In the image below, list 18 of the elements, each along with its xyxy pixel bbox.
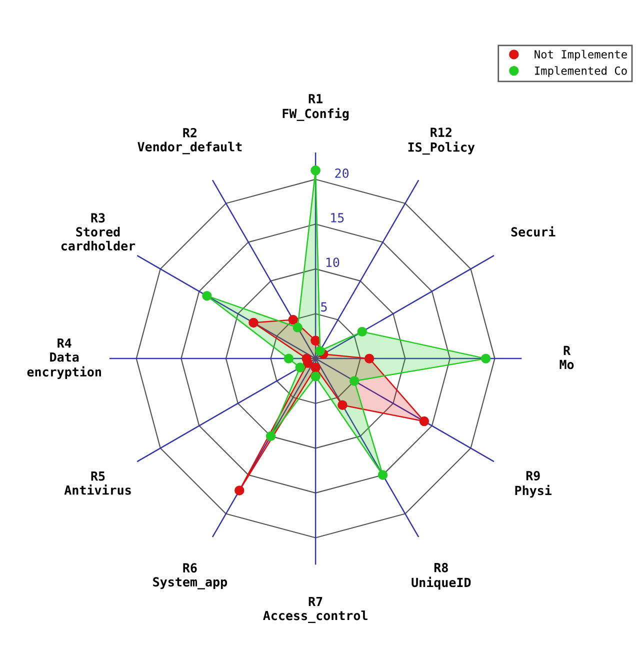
spoke-label: R1 FW_Config <box>282 94 349 121</box>
spoke-label: R2 Vendor_default <box>138 128 242 154</box>
spoke-label: R3 Stored cardholder <box>61 213 136 251</box>
spoke-label: R4 Data encryption <box>27 338 101 380</box>
legend-label: Not Implemente <box>534 50 627 61</box>
spoke-label: R7 Access_control <box>263 596 368 623</box>
spoke-label: Securi <box>511 226 556 237</box>
y-tick-label: 5 <box>321 302 327 312</box>
y-tick-label: 20 <box>335 168 349 178</box>
spoke-label: R8 UniqueID <box>412 562 471 590</box>
spoke-label: R Mo <box>560 346 574 370</box>
legend-label: Implemented Co <box>535 66 627 78</box>
spoke-label: R9 Physi <box>515 471 552 498</box>
y-tick-label: 10 <box>326 258 340 268</box>
spoke-label: R12 IS_Policy <box>408 128 475 155</box>
y-tick-label: 15 <box>331 213 344 222</box>
spoke-label: R6 System_app <box>153 563 228 590</box>
spoke-label: R5 Antivirus <box>64 472 131 495</box>
